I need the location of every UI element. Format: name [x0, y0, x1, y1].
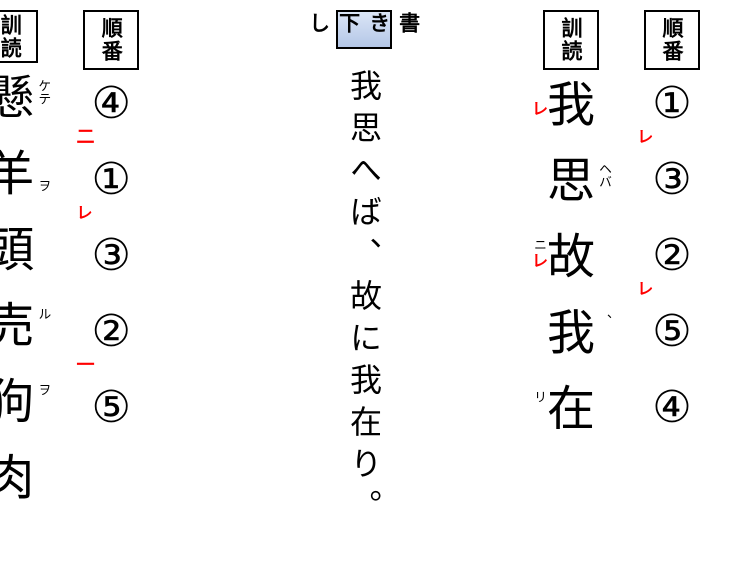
char: 故ニレ [547, 234, 595, 282]
okurigana-right: ケテ [37, 79, 50, 105]
okurigana-left: リ [533, 390, 546, 403]
char: 狗ヲ [0, 379, 34, 427]
char-cell: 思ヘバ [547, 158, 595, 234]
char-cell: 羊ヲレ [0, 151, 34, 227]
char-cell: 我、 [547, 310, 595, 386]
header-kundoku-2: 訓読 [0, 10, 38, 63]
char-cell: ①レ [652, 82, 691, 158]
kaeriten-mark: 一 [76, 356, 94, 374]
char-cell: 売ル一 [0, 303, 34, 379]
header-kakikudashi: 書き下し [336, 10, 392, 49]
kaeriten-mark: レ [532, 254, 548, 270]
char: 我、 [547, 310, 595, 358]
char: 肉 [0, 455, 34, 503]
char: ②一 [91, 310, 130, 354]
set1-kakikudashi-text: 我思へば、故に我在り。 [341, 61, 386, 531]
char: ①レ [91, 158, 130, 202]
okurigana-right: ヲ [37, 383, 50, 396]
kaeriten-mark: レ [532, 102, 548, 118]
header-junban-2: 順番 [83, 10, 139, 70]
char: ④二 [91, 82, 130, 126]
char: ⑤ [91, 386, 130, 430]
header-junban: 順番 [644, 10, 700, 70]
header-kundoku: 訓読 [543, 10, 599, 70]
char: ③ [91, 234, 130, 278]
kaeriten-mark: レ [637, 130, 653, 146]
char: ④ [652, 386, 691, 430]
diagram-root: 順番 ①レ ③ ②レ ⑤ ④ 訓読 我レ思ヘバ故ニレ我、在リ 書き下し 我思へば、故に我… [0, 0, 740, 541]
char: ①レ [652, 82, 691, 126]
char-cell: 肉 [0, 455, 34, 531]
char: 売ル一 [0, 303, 34, 351]
char-cell: ③ [652, 158, 691, 234]
char: 思ヘバ [547, 158, 595, 206]
okurigana-right: ヘバ [598, 162, 611, 188]
char: ⑤ [652, 310, 691, 354]
set1-kakikudashi-col: 書き下し 我思へば、故に我在り。 [229, 10, 498, 531]
char: 頭ニ [0, 227, 34, 275]
char-cell: ②一 [91, 310, 130, 386]
char-cell: ⑤ [652, 310, 691, 386]
okurigana-right: ル [37, 307, 50, 320]
char: 懸ケテ二 [0, 75, 34, 123]
set1-kundoku-col: 訓読 我レ思ヘバ故ニレ我、在リ [543, 10, 599, 531]
char: ③ [652, 158, 691, 202]
char: 羊ヲレ [0, 151, 34, 199]
set2-kundoku-col: 訓読 懸ケテ二羊ヲレ頭ニ売ル一狗ヲ肉 [0, 10, 38, 531]
char: 在リ [547, 386, 595, 434]
kaeriten-mark: レ [637, 282, 653, 298]
okurigana-left: ニ [533, 238, 546, 251]
char-cell: ③ [91, 234, 130, 310]
char-cell: 在リ [547, 386, 595, 462]
char-cell: 故ニレ [547, 234, 595, 310]
char-cell: ①レ [91, 158, 130, 234]
char-cell: 狗ヲ [0, 379, 34, 455]
char-cell: 頭ニ [0, 227, 34, 303]
char: ②レ [652, 234, 691, 278]
char-cell: 我レ [547, 82, 595, 158]
kaeriten-mark: 二 [76, 128, 94, 146]
char-cell: ④ [652, 386, 691, 462]
char-cell: ⑤ [91, 386, 130, 462]
okurigana-right: 、 [598, 314, 611, 327]
okurigana-right: ヲ [37, 179, 50, 192]
char-cell: 懸ケテ二 [0, 75, 34, 151]
set2-junban-col: 順番 ④二 ①レ ③ ②一 ⑤ [83, 10, 139, 531]
char-cell: ④二 [91, 82, 130, 158]
set1-junban-col: 順番 ①レ ③ ②レ ⑤ ④ [644, 10, 700, 531]
kaeriten-mark: レ [76, 206, 92, 222]
char-cell: ②レ [652, 234, 691, 310]
char: 我レ [547, 82, 595, 130]
